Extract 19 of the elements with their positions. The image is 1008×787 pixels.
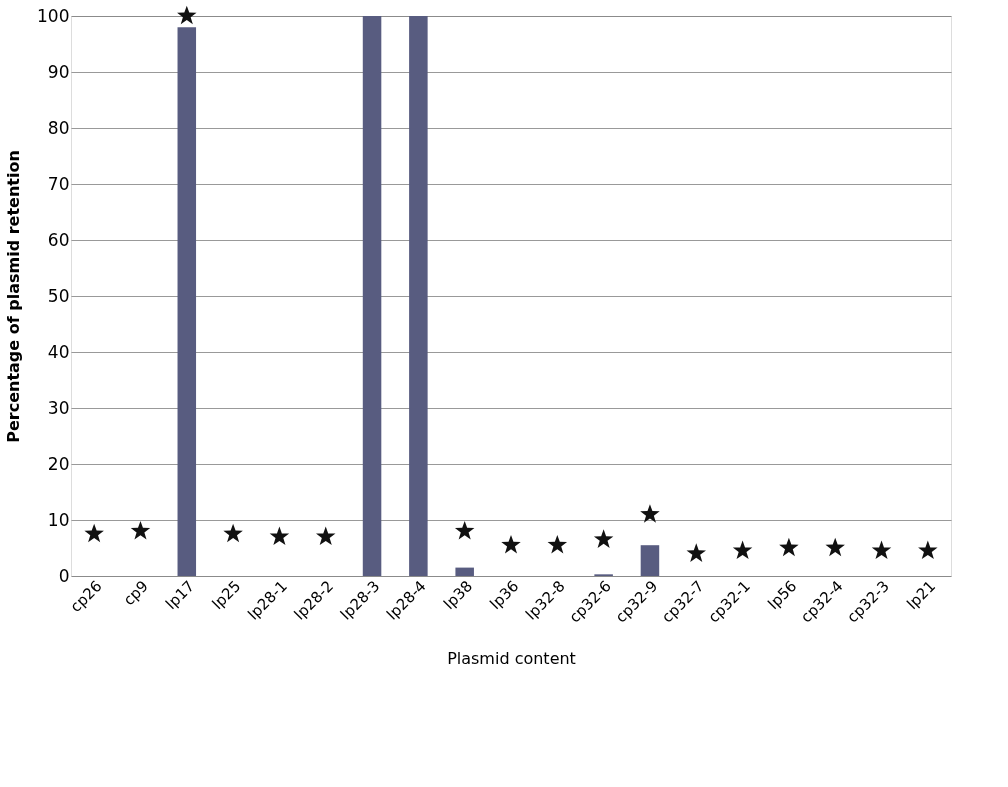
y-tick-label: 60: [47, 229, 70, 250]
y-tick-label: 40: [47, 341, 70, 362]
bar: [177, 27, 197, 576]
bar: [640, 545, 660, 576]
x-axis-title: Plasmid content: [447, 648, 576, 668]
y-tick-label: 20: [47, 453, 70, 474]
y-tick-label: 80: [47, 117, 70, 138]
y-tick-label: 10: [47, 509, 70, 530]
bar: [362, 16, 382, 576]
bar: [455, 567, 474, 576]
y-tick-label: 90: [47, 61, 70, 82]
bar: [409, 16, 428, 576]
y-tick-label: 0: [58, 565, 70, 586]
x-tick-label: cp9: [119, 577, 152, 610]
y-tick-label: 70: [47, 173, 70, 194]
y-tick-label: 30: [47, 397, 70, 418]
y-tick-label: 100: [37, 5, 70, 26]
y-tick-label: 50: [47, 285, 70, 306]
y-axis-title: Percentage of plasmid retention: [4, 150, 24, 443]
